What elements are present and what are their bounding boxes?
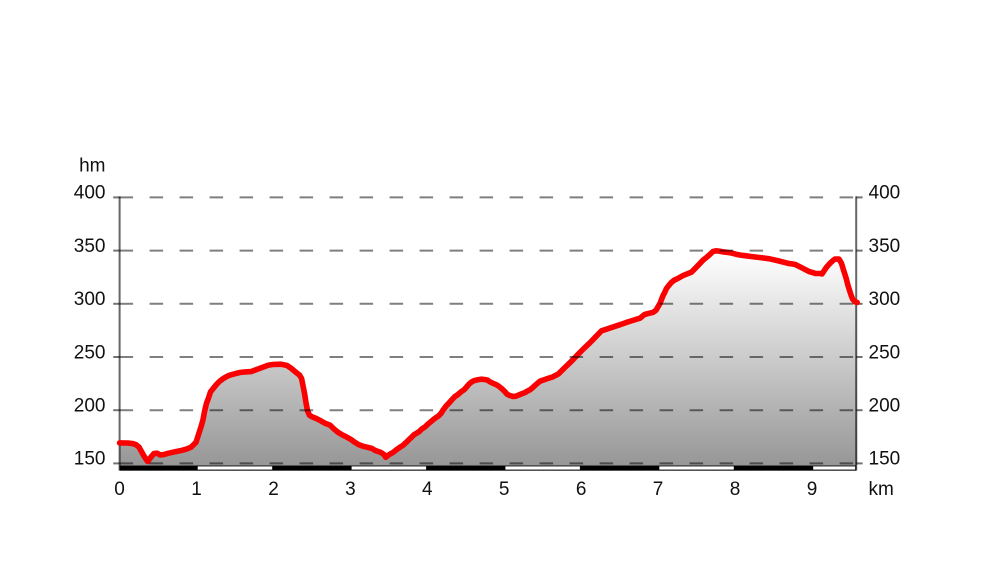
svg-text:400: 400 [74,183,106,204]
svg-text:3: 3 [345,479,356,500]
svg-text:5: 5 [499,479,510,500]
svg-text:200: 200 [74,396,106,417]
svg-text:7: 7 [653,479,664,500]
svg-text:150: 150 [869,449,901,470]
svg-text:1: 1 [191,479,202,500]
svg-text:300: 300 [74,289,106,310]
svg-text:250: 250 [74,342,106,363]
svg-text:8: 8 [730,479,741,500]
svg-text:350: 350 [869,236,901,257]
svg-text:0: 0 [114,479,125,500]
svg-text:km: km [869,479,894,500]
svg-text:400: 400 [869,183,901,204]
svg-text:150: 150 [74,449,106,470]
svg-text:2: 2 [268,479,279,500]
svg-text:200: 200 [869,396,901,417]
svg-text:350: 350 [74,236,106,257]
svg-text:6: 6 [576,479,587,500]
svg-text:300: 300 [869,289,901,310]
svg-text:9: 9 [807,479,818,500]
svg-text:4: 4 [422,479,433,500]
svg-text:250: 250 [869,342,901,363]
svg-text:hm: hm [79,156,105,177]
